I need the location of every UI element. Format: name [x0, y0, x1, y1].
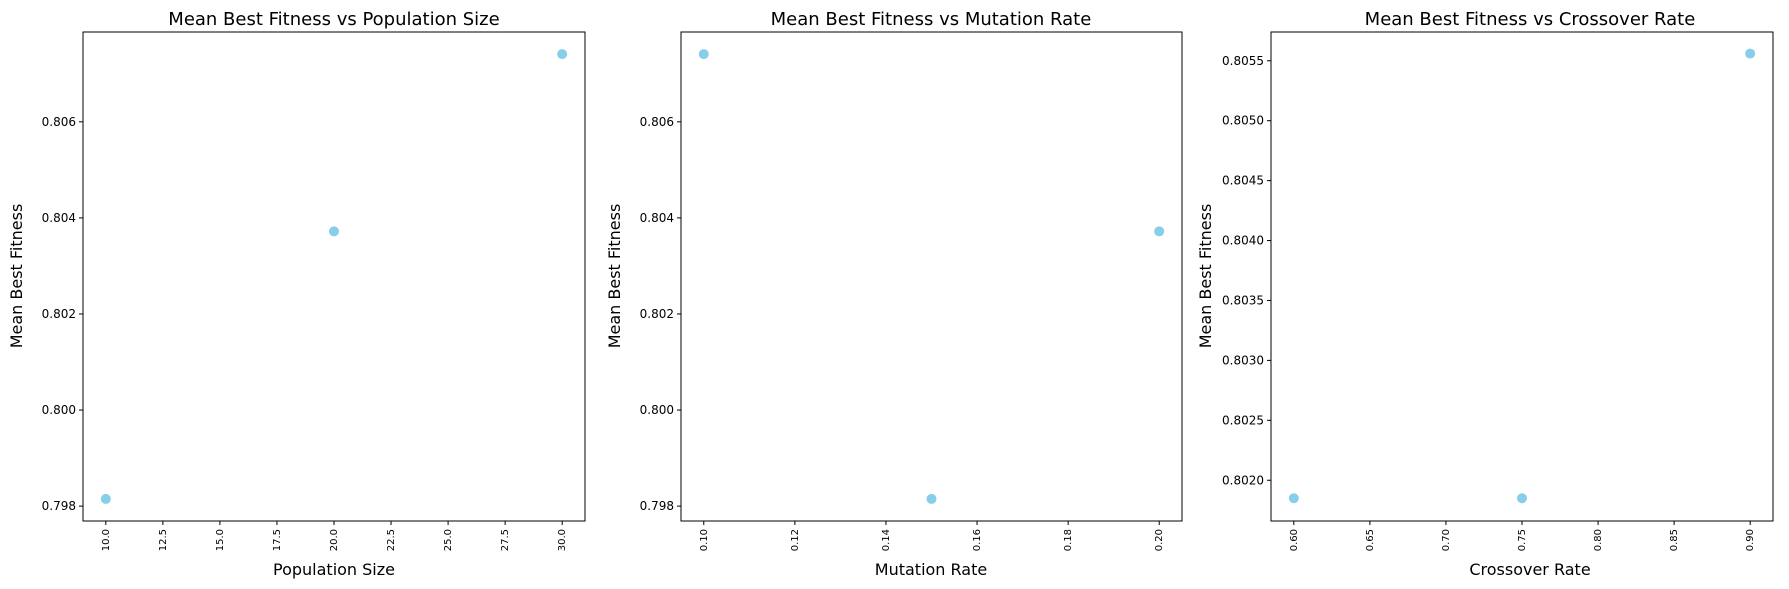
x-tick-label: 27.5 — [500, 529, 511, 551]
data-point — [698, 49, 709, 60]
y-axis-label: Mean Best Fitness — [1196, 204, 1215, 349]
x-tick-label: 0.14 — [881, 529, 892, 551]
x-tick-label: 0.90 — [1745, 529, 1756, 551]
x-tick-label: 0.12 — [790, 529, 801, 551]
x-tick-label: 0.10 — [699, 529, 710, 551]
chart-title: Mean Best Fitness vs Population Size — [168, 9, 499, 30]
x-tick-label: 0.18 — [1063, 529, 1074, 551]
y-tick-label: 0.802 — [42, 307, 76, 321]
y-tick-label: 0.8025 — [1222, 413, 1264, 427]
y-tick-label: 0.802 — [640, 307, 674, 321]
data-point — [1745, 48, 1756, 59]
y-tick-label: 0.804 — [42, 211, 76, 225]
chart-panel-population-size: Mean Best Fitness vs Population Size Pop… — [7, 9, 586, 579]
data-points — [1288, 48, 1756, 504]
x-tick-label: 25.0 — [443, 529, 454, 551]
data-point — [1154, 226, 1165, 237]
chart-panel-mutation-rate: Mean Best Fitness vs Mutation Rate Mutat… — [605, 9, 1183, 579]
x-tick-label: 10.0 — [101, 529, 112, 551]
y-tick-label: 0.8030 — [1222, 353, 1264, 367]
y-tick-label: 0.798 — [640, 499, 674, 513]
x-tick-label: 22.5 — [386, 529, 397, 551]
x-tick-label: 15.0 — [215, 529, 226, 551]
x-tick-label: 0.20 — [1154, 529, 1165, 551]
chart-panel-crossover-rate: Mean Best Fitness vs Crossover Rate Cros… — [1196, 9, 1774, 579]
y-tick-label: 0.806 — [42, 115, 76, 129]
x-tick-label: 17.5 — [272, 529, 283, 551]
plot-frame — [1270, 31, 1774, 522]
x-tick-label: 0.60 — [1289, 529, 1300, 551]
data-points — [698, 49, 1165, 504]
x-axis-label: Population Size — [273, 560, 395, 579]
x-axis-label: Crossover Rate — [1469, 560, 1590, 579]
plot-frame — [82, 31, 586, 522]
x-tick-label: 0.85 — [1669, 529, 1680, 551]
axis-ticks: 0.798 0.800 0.802 0.804 0.806 10.0 12.5 15.0 17.… — [42, 115, 569, 551]
x-tick-label: 12.5 — [158, 529, 169, 551]
y-tick-label: 0.800 — [42, 403, 76, 417]
y-tick-label: 0.8040 — [1222, 234, 1264, 248]
y-tick-label: 0.8050 — [1222, 114, 1264, 128]
y-tick-label: 0.8035 — [1222, 293, 1264, 307]
y-tick-label: 0.8020 — [1222, 473, 1264, 487]
x-tick-label: 0.70 — [1441, 529, 1452, 551]
y-axis-label: Mean Best Fitness — [7, 204, 26, 349]
y-tick-label: 0.804 — [640, 211, 674, 225]
x-tick-label: 0.16 — [972, 529, 983, 551]
data-point — [100, 493, 111, 504]
chart-title: Mean Best Fitness vs Crossover Rate — [1365, 9, 1696, 30]
x-tick-label: 0.75 — [1517, 529, 1528, 551]
y-tick-label: 0.8055 — [1222, 54, 1264, 68]
y-tick-label: 0.800 — [640, 403, 674, 417]
y-axis-label: Mean Best Fitness — [605, 204, 624, 349]
chart-title: Mean Best Fitness vs Mutation Rate — [771, 9, 1092, 30]
axis-ticks: 0.798 0.800 0.802 0.804 0.806 0.10 0.12 0.14 0.1… — [640, 115, 1166, 551]
x-axis-label: Mutation Rate — [875, 560, 987, 579]
data-point — [1517, 493, 1527, 504]
data-point — [557, 49, 568, 60]
x-tick-label: 30.0 — [557, 529, 568, 551]
x-tick-label: 0.80 — [1593, 529, 1604, 551]
data-points — [100, 49, 568, 504]
data-point — [1288, 493, 1299, 504]
axis-ticks: 0.8020 0.8025 0.8030 0.8035 0.8040 0.8045 0.80… — [1222, 54, 1756, 552]
data-point — [926, 493, 937, 504]
y-tick-label: 0.8045 — [1222, 174, 1264, 188]
x-tick-label: 0.65 — [1365, 529, 1376, 551]
plot-frame — [680, 31, 1183, 522]
data-point — [329, 226, 339, 237]
y-tick-label: 0.798 — [42, 499, 76, 513]
x-tick-label: 20.0 — [329, 529, 340, 551]
y-tick-label: 0.806 — [640, 115, 674, 129]
